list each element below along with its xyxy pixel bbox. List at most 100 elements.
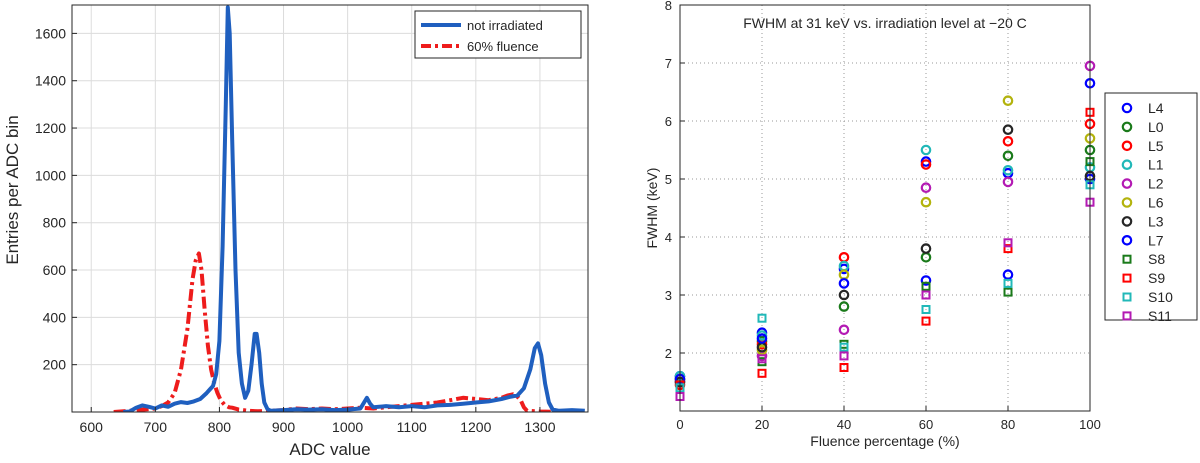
right-y-ticks: 2 3 4 5 6 7 8	[665, 0, 685, 361]
left-y-tick-label: 1200	[35, 120, 66, 136]
right-y-axis-label: FWHM (keV)	[644, 168, 660, 249]
legend-label-l6: L6	[1148, 195, 1164, 211]
right-x-tick-label: 60	[919, 417, 933, 432]
legend-marker-l0	[1121, 121, 1133, 133]
right-y-tick-label: 3	[665, 288, 672, 303]
left-x-tick-label: 1000	[332, 419, 363, 435]
right-x-axis-label: Fluence percentage (%)	[810, 433, 959, 449]
right-axes-box	[679, 4, 1091, 412]
point-l1	[920, 144, 932, 156]
point-l7	[920, 275, 932, 286]
left-x-tick-label: 900	[272, 419, 296, 435]
series-line-not-irradiated	[123, 5, 585, 412]
legend-label-s11: S11	[1148, 308, 1172, 324]
legend-label-s8: S8	[1148, 251, 1165, 267]
left-axes-box	[71, 4, 589, 413]
legend-marker-l3	[1121, 216, 1133, 227]
right-legend-items: L4 L0 L5 L1 L2 L6 L3 L7 S8 S9 S10 S11	[1121, 100, 1173, 324]
right-y-tick-label: 4	[665, 230, 672, 245]
right-plot-area	[680, 5, 1090, 411]
legend-label-60-fluence: 60% fluence	[467, 39, 539, 54]
legend-label-l3: L3	[1148, 213, 1164, 229]
right-y-tick-label: 6	[665, 114, 672, 129]
legend-label-s9: S9	[1148, 270, 1165, 286]
left-x-axis-label: ADC value	[289, 440, 370, 459]
point-l3	[1002, 124, 1014, 135]
right-y-tick-label: 2	[665, 346, 672, 361]
point-s10	[1003, 278, 1013, 288]
point-s10	[757, 313, 767, 323]
left-x-tick-label: 1200	[460, 419, 491, 435]
right-legend-box	[1104, 92, 1198, 321]
legend-label-l4: L4	[1148, 100, 1164, 116]
legend-label-l1: L1	[1148, 157, 1164, 173]
left-y-ticks: 200 400 600 800 1000 1200 1400 1600	[35, 25, 77, 373]
point-l0	[838, 301, 850, 312]
left-x-tick-label: 1100	[397, 419, 427, 435]
right-x-tick-label: 40	[837, 417, 851, 432]
legend-marker-l2	[1121, 178, 1133, 189]
right-y-tick-label: 5	[665, 172, 672, 187]
point-l2	[1002, 176, 1014, 188]
left-y-tick-label: 200	[43, 357, 67, 373]
point-s11	[839, 351, 849, 361]
point-l6	[1002, 95, 1014, 106]
point-l3	[920, 243, 932, 254]
right-x-tick-label: 0	[676, 417, 683, 432]
point-s9	[921, 316, 931, 326]
point-l0	[1002, 150, 1014, 162]
legend-marker-s11	[1122, 311, 1132, 321]
left-legend: not irradiated 60% fluence	[414, 10, 582, 59]
legend-marker-l1	[1121, 159, 1133, 170]
legend-marker-s10	[1122, 292, 1132, 302]
left-y-tick-label: 600	[43, 262, 67, 278]
point-l1	[1002, 165, 1014, 176]
right-x-ticks: 0 20 40 60 80 100	[676, 406, 1101, 432]
left-x-tick-label: 600	[80, 419, 104, 435]
right-x-tick-label: 20	[755, 417, 769, 432]
legend-label-l5: L5	[1148, 138, 1164, 154]
fwhm-scatter-chart: 0 20 40 60 80 100 2 3 4 5 6 7 8 FWHM at 31 keV vs. …	[644, 0, 1198, 449]
point-l5	[920, 159, 932, 170]
point-s9	[1003, 244, 1013, 254]
legend-label-l2: L2	[1148, 176, 1164, 192]
left-x-ticks: 600 700 800 900 1000 1100 1200 1300	[80, 407, 556, 435]
right-x-tick-label: 100	[1079, 417, 1101, 432]
legend-label-l0: L0	[1148, 119, 1164, 135]
left-y-tick-label: 400	[43, 309, 67, 325]
legend-label-not-irradiated: not irradiated	[467, 18, 543, 33]
point-l7	[756, 333, 768, 344]
left-x-tick-label: 700	[144, 419, 168, 435]
right-legend: L4 L0 L5 L1 L2 L6 L3 L7 S8 S9 S10 S11	[1104, 92, 1198, 324]
point-s10	[921, 305, 931, 314]
point-s10	[839, 342, 849, 352]
right-x-tick-label: 80	[1001, 417, 1015, 432]
point-l3	[838, 289, 850, 301]
legend-marker-l6	[1121, 197, 1133, 208]
legend-label-s10: S10	[1148, 289, 1173, 305]
point-s11	[1003, 238, 1013, 248]
left-grid	[72, 5, 588, 412]
left-legend-box	[414, 10, 582, 59]
left-y-tick-label: 1000	[35, 167, 66, 183]
adc-histogram-chart: 600 700 800 900 1000 1100 1200 1300 200 400 600 80…	[3, 4, 589, 459]
point-l6	[920, 196, 932, 208]
point-s8	[921, 281, 931, 291]
left-y-tick-label: 800	[43, 215, 67, 231]
legend-marker-l4	[1121, 102, 1133, 114]
left-plot-area	[72, 5, 588, 412]
left-x-tick-label: 800	[208, 419, 232, 435]
right-y-tick-label: 7	[665, 56, 672, 71]
point-l5	[1002, 136, 1014, 147]
left-y-tick-label: 1400	[35, 73, 66, 89]
point-l7	[838, 278, 850, 289]
point-s11	[921, 290, 931, 300]
point-s9	[839, 363, 849, 372]
legend-marker-s9	[1122, 273, 1132, 283]
point-l2	[838, 324, 850, 336]
legend-marker-l7	[1121, 235, 1133, 246]
right-chart-title: FWHM at 31 keV vs. irradiation level at …	[743, 15, 1027, 31]
legend-marker-s8	[1122, 254, 1132, 264]
left-y-axis-label: Entries per ADC bin	[3, 115, 22, 264]
